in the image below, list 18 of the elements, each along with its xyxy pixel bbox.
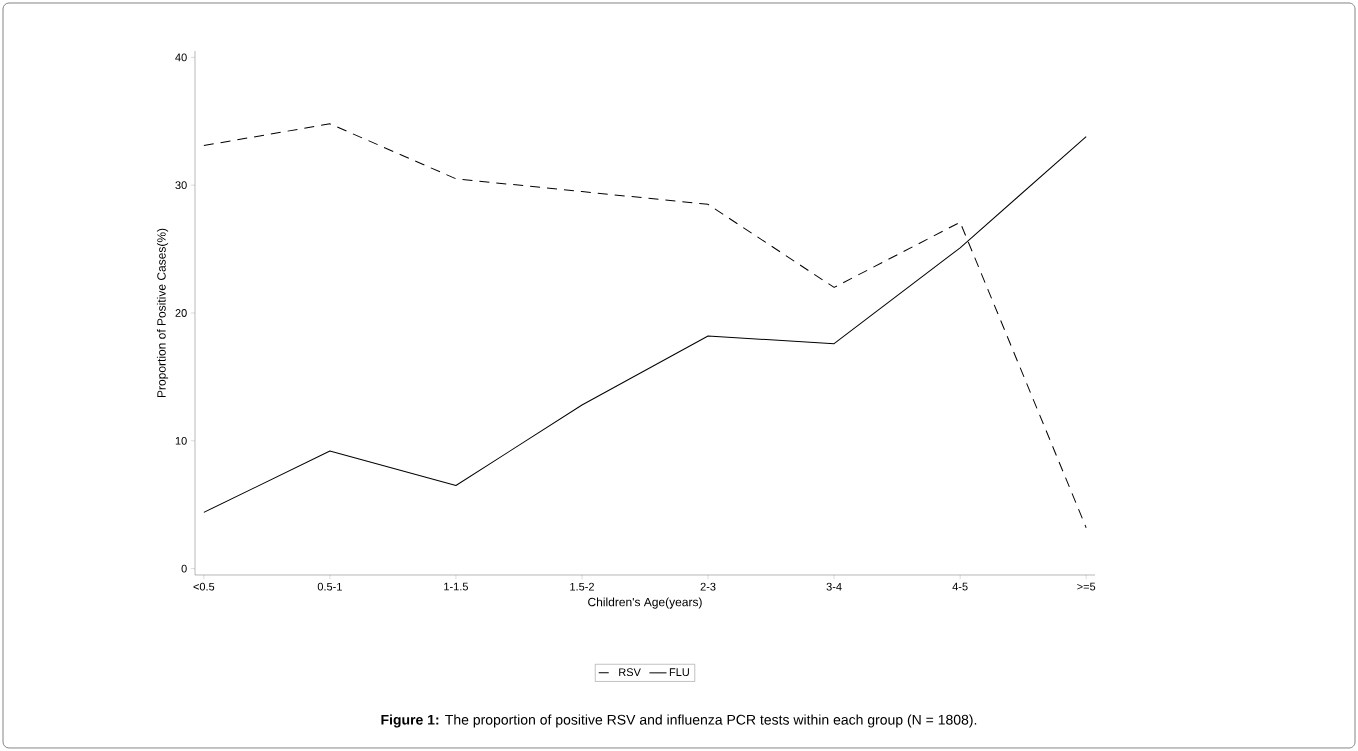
x-tick-label: 2-3 <box>700 582 716 591</box>
y-axis-title: Proportion of Positive Cases(%) <box>156 228 169 398</box>
x-tick-label: <0.5 <box>193 582 215 591</box>
x-tick-label: 1-1.5 <box>444 582 468 591</box>
x-tick-label: >=5 <box>1077 582 1096 591</box>
text: Figure 1: The proportion of positive RSV and influenza PCR tests within each group (N = 1808). <box>381 714 977 728</box>
y-tick-label: 30 <box>175 181 187 190</box>
x-tick-label: 1.5-2 <box>570 582 594 591</box>
x-tick-label: 4-5 <box>952 582 968 591</box>
legend-label: FLU <box>669 668 689 676</box>
x-axis-title: Children's Age(years) <box>588 597 702 609</box>
y-tick-label: 40 <box>175 53 187 62</box>
y-tick-label: 10 <box>175 436 187 445</box>
y-tick-label: 20 <box>175 309 187 317</box>
y-tick-label: 0 <box>181 564 187 573</box>
x-tick-label: 0.5-1 <box>317 582 342 591</box>
x-tick-label: 3-4 <box>826 582 842 591</box>
legend-label: RSV <box>619 668 641 677</box>
